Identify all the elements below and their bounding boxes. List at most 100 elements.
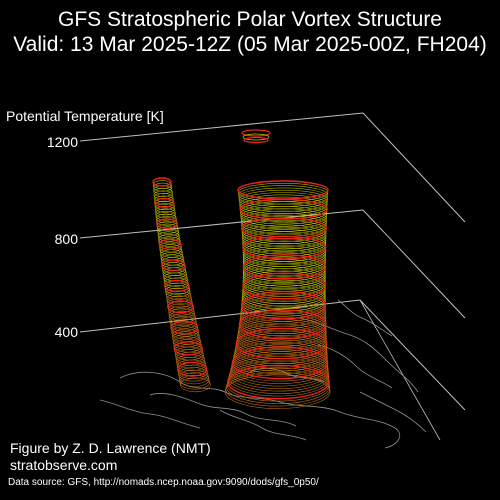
contour-ring: [242, 231, 327, 255]
contour-ring: [239, 305, 327, 335]
contour-ring: [170, 320, 199, 335]
contour-ring: [153, 193, 174, 203]
data-source-credit: Data source: GFS, http://nomads.ncep.noa…: [8, 477, 319, 488]
contour-ring: [156, 218, 178, 229]
contour-ring: [242, 263, 326, 290]
contour-ring: [166, 292, 192, 305]
contour-ring: [242, 235, 327, 260]
author-credit: Figure by Z. D. Lawrence (NMT): [10, 440, 211, 456]
contour-ring: [173, 341, 203, 356]
contour-ring: [168, 308, 196, 321]
contour-ring: [162, 264, 187, 277]
contour-ring: [240, 203, 328, 225]
contour-ring: [241, 284, 326, 312]
grid-line-1200: [79, 112, 466, 223]
contour-ring: [176, 361, 208, 377]
contour-ring: [175, 351, 205, 366]
figure-title-line1: GFS Stratospheric Polar Vortex Structure: [58, 8, 442, 31]
contour-ring: [176, 356, 206, 371]
tick-label-400: 400: [54, 324, 78, 340]
contour-ring: [157, 231, 180, 242]
contour-ring: [241, 222, 327, 245]
contour-ring: [153, 187, 173, 197]
tick-label-800: 800: [54, 231, 78, 247]
contour-ring: [239, 196, 328, 217]
contour-ring: [240, 208, 327, 230]
contour-ring: [158, 236, 181, 248]
contour-ring: [163, 274, 189, 287]
contour-ring: [242, 279, 326, 307]
contour-ring: [240, 217, 327, 240]
vortex-lobe-left: [152, 177, 211, 393]
contour-ring: [157, 226, 179, 237]
contour-ring: [178, 367, 209, 382]
contour-ring: [178, 369, 209, 385]
contour-ring: [240, 201, 328, 222]
contour-ring: [152, 177, 172, 187]
contour-ring: [154, 203, 175, 213]
contour-ring: [239, 198, 328, 220]
contour-ring: [157, 223, 179, 234]
grid-line-base-right: [359, 299, 441, 441]
grid-line-800: [79, 209, 466, 319]
contour-ring: [165, 287, 191, 300]
contour-ring: [164, 279, 190, 293]
contour-ring: [153, 182, 173, 192]
contour-ring: [154, 195, 174, 205]
tick-label-1200: 1200: [46, 134, 78, 150]
contour-ring: [169, 315, 197, 329]
contour-ring: [164, 282, 190, 295]
contour-ring: [169, 310, 196, 324]
contour-ring: [169, 313, 197, 327]
contour-ring: [240, 206, 328, 227]
contour-ring: [168, 305, 195, 319]
contour-ring: [167, 300, 194, 314]
contour-ring: [242, 226, 327, 250]
contour-ring: [156, 216, 178, 226]
contour-ring: [171, 326, 200, 340]
contour-ring: [166, 295, 193, 308]
contour-ring: [155, 213, 177, 224]
contour-ring: [242, 261, 326, 287]
contour-ring: [239, 194, 328, 215]
contour-ring: [238, 309, 327, 340]
contour-ring: [242, 233, 327, 257]
contour-ring: [242, 247, 326, 272]
contour-ring: [153, 197, 175, 208]
contour-ring: [163, 272, 188, 284]
contour-ring: [180, 377, 211, 393]
contour-ring: [165, 285, 191, 298]
contour-ring: [242, 282, 326, 310]
contour-ring: [152, 180, 172, 189]
contour-ring: [154, 200, 175, 210]
contour-ring: [242, 229, 327, 252]
figure-title-line2: Valid: 13 Mar 2025-12Z (05 Mar 2025-00Z,…: [13, 33, 487, 56]
contour-ring: [241, 286, 326, 315]
contour-ring: [159, 241, 182, 253]
contour-ring: [162, 267, 187, 279]
contour-ring: [157, 228, 180, 240]
contour-ring: [242, 224, 327, 247]
contour-ring: [166, 290, 192, 303]
vortex-lobe-right: [224, 180, 331, 409]
axis-title: Potential Temperature [K]: [6, 108, 164, 124]
contour-ring: [224, 374, 331, 409]
contour-ring: [161, 259, 186, 272]
site-credit[interactable]: stratobserve.com: [10, 457, 118, 473]
contour-ring: [242, 254, 327, 280]
contour-ring: [226, 364, 330, 400]
contour-ring: [235, 327, 328, 360]
contour-ring: [155, 211, 177, 221]
vortex-fragment-top: [241, 129, 271, 144]
contour-ring: [239, 192, 328, 212]
contour-ring: [179, 372, 210, 387]
contour-ring: [158, 238, 182, 251]
contour-ring: [240, 210, 327, 232]
contour-ring: [158, 234, 181, 245]
contour-ring: [231, 346, 329, 380]
contour-ring: [155, 205, 176, 216]
contour-ring: [156, 221, 178, 232]
contour-ring: [242, 277, 326, 305]
contour-ring: [242, 268, 326, 295]
